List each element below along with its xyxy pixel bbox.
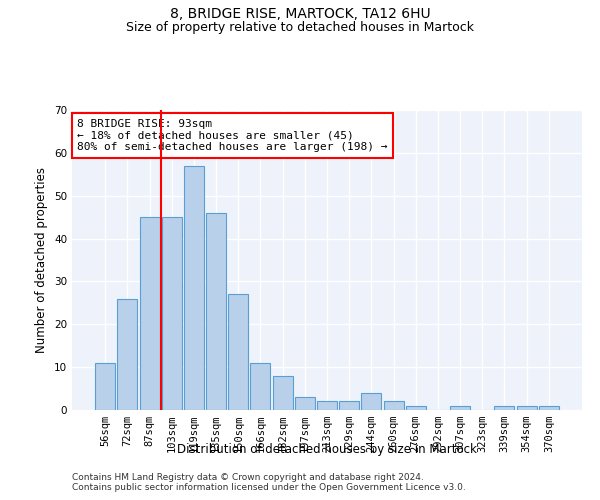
Bar xyxy=(317,402,337,410)
Bar xyxy=(184,166,204,410)
Bar xyxy=(539,406,559,410)
Bar xyxy=(383,402,404,410)
Y-axis label: Number of detached properties: Number of detached properties xyxy=(35,167,49,353)
Bar xyxy=(272,376,293,410)
Bar xyxy=(494,406,514,410)
Text: Contains public sector information licensed under the Open Government Licence v3: Contains public sector information licen… xyxy=(72,482,466,492)
Text: 8, BRIDGE RISE, MARTOCK, TA12 6HU: 8, BRIDGE RISE, MARTOCK, TA12 6HU xyxy=(170,8,430,22)
Bar xyxy=(295,397,315,410)
Bar xyxy=(162,217,182,410)
Bar xyxy=(250,363,271,410)
Bar xyxy=(361,393,382,410)
Text: 8 BRIDGE RISE: 93sqm
← 18% of detached houses are smaller (45)
80% of semi-detac: 8 BRIDGE RISE: 93sqm ← 18% of detached h… xyxy=(77,119,388,152)
Bar xyxy=(339,402,359,410)
Text: Distribution of detached houses by size in Martock: Distribution of detached houses by size … xyxy=(177,442,477,456)
Bar xyxy=(450,406,470,410)
Bar xyxy=(206,213,226,410)
Text: Contains HM Land Registry data © Crown copyright and database right 2024.: Contains HM Land Registry data © Crown c… xyxy=(72,472,424,482)
Bar xyxy=(118,298,137,410)
Bar xyxy=(406,406,426,410)
Bar xyxy=(95,363,115,410)
Bar xyxy=(228,294,248,410)
Bar xyxy=(140,217,160,410)
Bar xyxy=(517,406,536,410)
Text: Size of property relative to detached houses in Martock: Size of property relative to detached ho… xyxy=(126,21,474,34)
